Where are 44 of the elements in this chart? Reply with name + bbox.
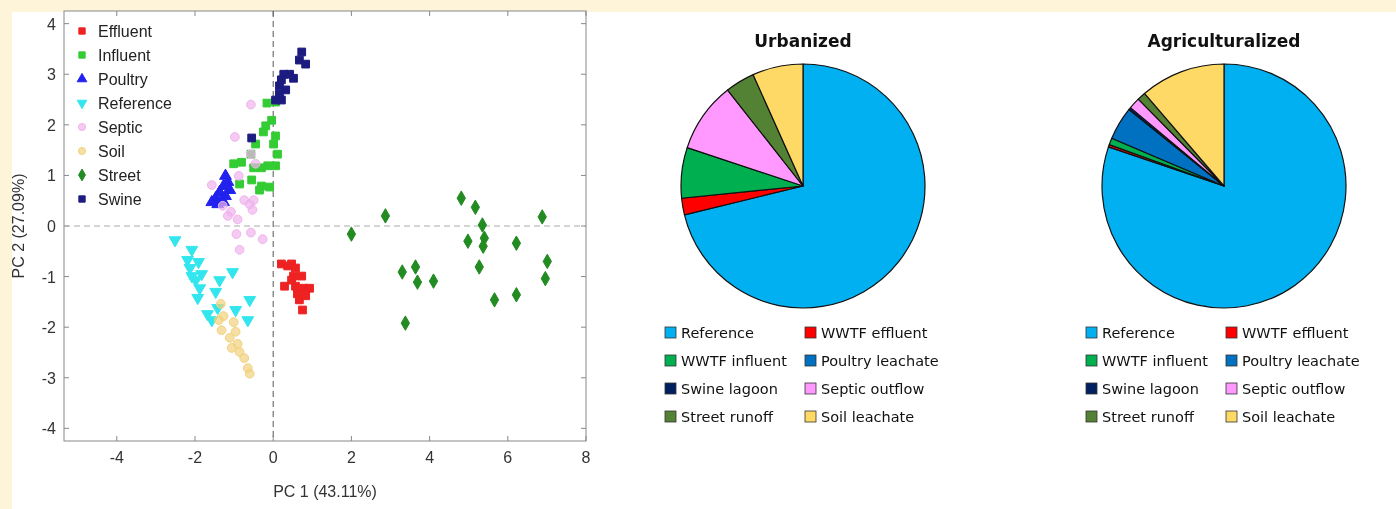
legend-label: Reference	[98, 95, 172, 112]
legend-label: Influent	[98, 47, 152, 64]
y-tick-label: 0	[47, 218, 57, 235]
legend-label: Reference	[1102, 325, 1176, 341]
y-tick-label: -3	[41, 369, 57, 387]
y-tick-label: 1	[47, 167, 57, 185]
chart-title: Urbanized	[754, 31, 852, 51]
chart-title: Agriculturalized	[1147, 31, 1301, 51]
legend-label: Swine lagoon	[1102, 381, 1199, 397]
x-tick-label: 4	[425, 449, 435, 466]
legend-label: Poultry	[98, 71, 148, 88]
x-tick-label: 0	[268, 449, 278, 466]
legend-label: Septic outflow	[821, 381, 925, 397]
y-tick-label: -1	[41, 268, 57, 286]
y-tick-label: 2	[47, 116, 57, 134]
legend-label: Effluent	[98, 23, 153, 40]
legend-label: Poultry leachate	[821, 353, 939, 369]
y-axis-title: PC 2 (27.09%)	[10, 173, 27, 279]
legend-label: Swine lagoon	[681, 381, 778, 397]
legend-label: Street runoff	[1102, 409, 1195, 425]
y-tick-label: 3	[47, 66, 57, 84]
legend-label: WWTF influent	[1102, 353, 1209, 369]
y-tick-label: -4	[41, 420, 57, 438]
legend-label: Street runoff	[681, 409, 774, 425]
legend-label: WWTF influent	[681, 353, 788, 369]
legend-label: Septic	[98, 119, 143, 136]
legend-label: Soil leachate	[1242, 409, 1336, 425]
x-tick-label: 6	[503, 449, 513, 466]
legend-label: Reference	[681, 325, 755, 341]
legend-label: WWTF effluent	[1242, 325, 1349, 341]
y-tick-label: -2	[41, 319, 57, 337]
x-tick-label: -2	[187, 449, 203, 466]
legend-label: WWTF effluent	[821, 325, 928, 341]
legend-label: Septic outflow	[1242, 381, 1346, 397]
y-tick-label: 4	[47, 15, 57, 33]
legend-label: Street	[98, 167, 142, 184]
x-tick-label: 8	[581, 449, 591, 466]
legend-label: Swine	[98, 191, 142, 208]
legend-label: Poultry leachate	[1242, 353, 1360, 369]
legend-label: Soil	[98, 143, 125, 160]
x-tick-label: -4	[109, 449, 124, 466]
x-axis-title: PC 1 (43.11%)	[273, 483, 377, 500]
x-tick-label: 2	[346, 449, 356, 466]
legend-label: Soil leachate	[821, 409, 915, 425]
